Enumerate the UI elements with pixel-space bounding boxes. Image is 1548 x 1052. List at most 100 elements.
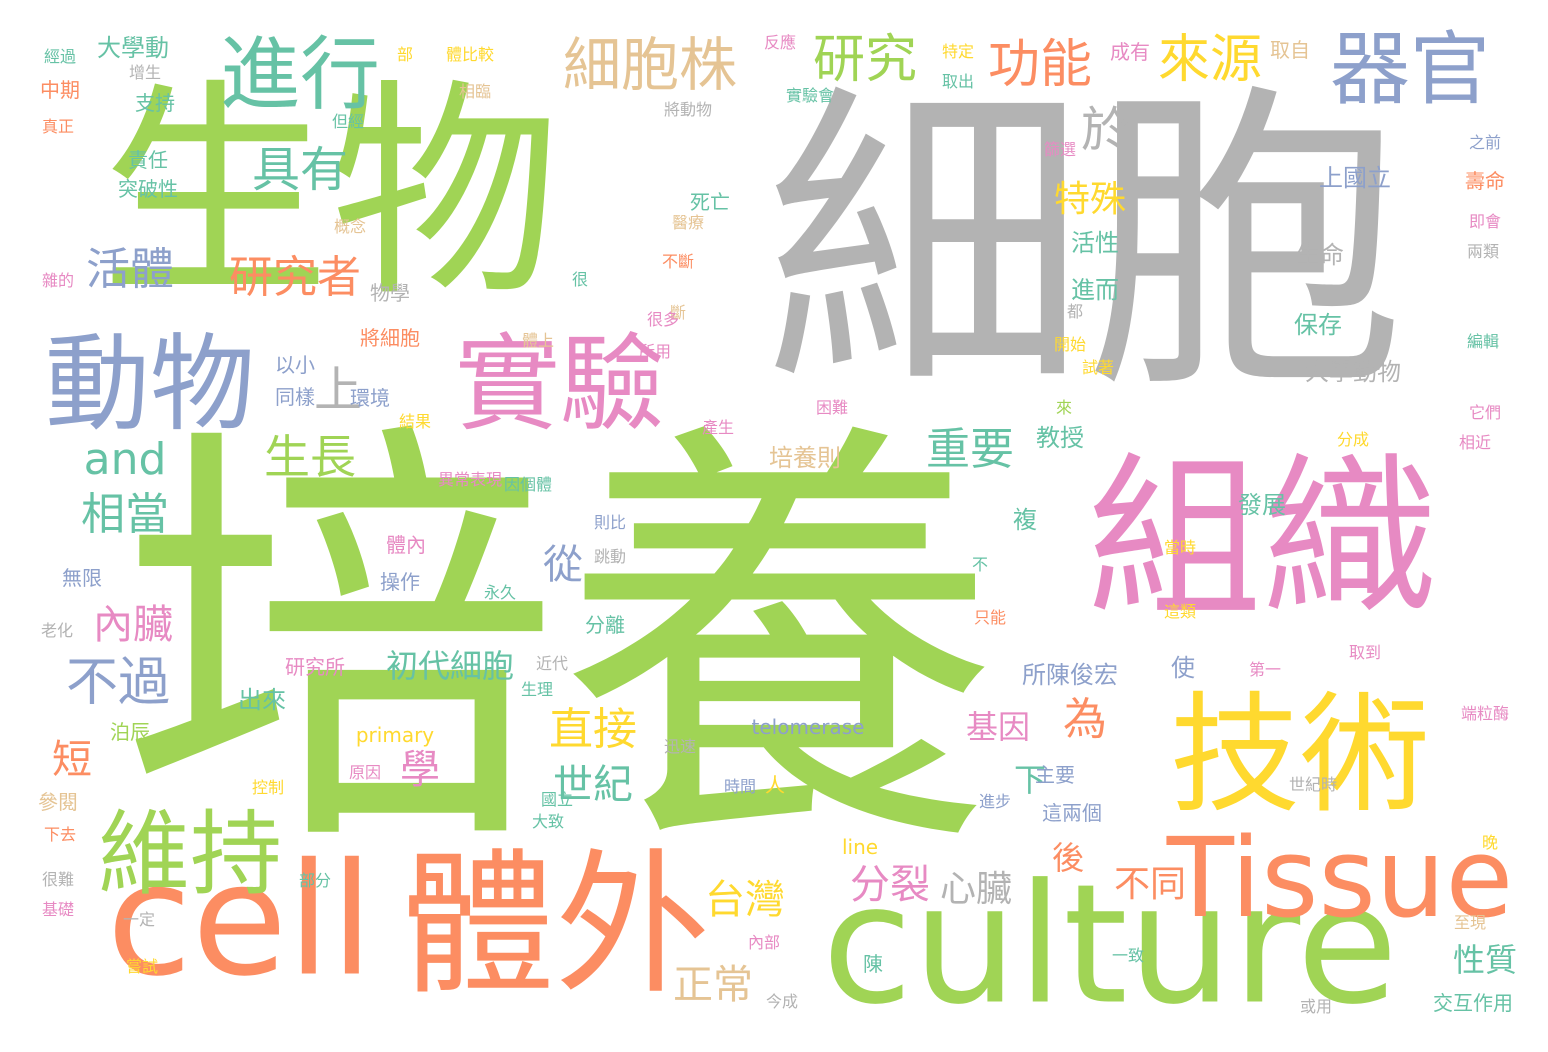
cloud-word: line <box>841 835 879 859</box>
cloud-word: 培養則 <box>769 444 841 472</box>
cloud-word: 特殊 <box>1053 179 1127 220</box>
cloud-word: 生理 <box>520 680 554 699</box>
cloud-word: 基因 <box>965 708 1031 746</box>
cloud-word: 保存 <box>1294 311 1342 339</box>
cloud-word: 斷 <box>669 303 687 322</box>
cloud-word: 具有 <box>251 142 349 198</box>
cloud-word: 研究 <box>812 30 918 90</box>
cloud-word: 進步 <box>978 792 1012 811</box>
cloud-word: 取自 <box>1270 38 1310 62</box>
cloud-word: 正常 <box>673 962 753 1008</box>
cloud-word: 則比 <box>593 513 627 532</box>
cloud-word: 大學動物 <box>1305 358 1401 386</box>
cloud-word: 內部 <box>747 933 781 952</box>
cloud-word: 以小 <box>275 353 315 377</box>
cloud-word: Tissue <box>1166 814 1514 942</box>
cloud-word: 或用 <box>1299 997 1333 1016</box>
cloud-word: 研究所 <box>285 655 345 679</box>
cloud-word: 功能 <box>987 35 1093 95</box>
cloud-word: 不過 <box>65 653 171 713</box>
cloud-word: 很難 <box>41 870 75 889</box>
cloud-word: 經過 <box>43 47 77 66</box>
cloud-word: 近代 <box>535 654 569 673</box>
cloud-word: 一致 <box>1111 946 1145 965</box>
cloud-word: 今成 <box>765 992 799 1011</box>
cloud-word: 操作 <box>380 570 420 594</box>
cloud-word: 交互作用 <box>1433 991 1513 1015</box>
cloud-word: 體比較 <box>445 45 495 64</box>
cloud-word: 研究者 <box>229 252 361 303</box>
cloud-word: 將動物 <box>663 100 713 119</box>
cloud-word: 初代細胞 <box>385 647 515 685</box>
cloud-word: 取出 <box>941 72 975 91</box>
cloud-word: 使 <box>1171 654 1195 682</box>
cloud-word: 第一 <box>1248 660 1282 679</box>
cloud-word: 學 <box>400 747 440 793</box>
cloud-word: 不 <box>971 555 989 574</box>
cloud-word: 反應 <box>763 33 797 52</box>
cloud-word: 概念 <box>333 217 367 236</box>
cloud-word: 組織 <box>1087 438 1437 642</box>
cloud-word: 細胞 <box>765 59 1405 431</box>
cloud-word: 分成 <box>1336 430 1370 449</box>
cloud-word: 但經 <box>331 112 365 131</box>
cloud-word: 器官 <box>1330 23 1490 116</box>
cloud-word: 不同 <box>1113 864 1187 905</box>
cloud-word: 壽命 <box>1465 169 1505 193</box>
cloud-word: 內臟 <box>93 602 173 648</box>
cloud-word: 很多 <box>646 310 680 329</box>
cloud-word: 維持 <box>97 801 283 908</box>
cloud-word: 異常表現 <box>437 470 503 489</box>
cloud-word: 同樣 <box>275 385 315 409</box>
cloud-word: 支持 <box>135 91 175 115</box>
cloud-word: 基礎 <box>41 900 75 919</box>
cloud-word: primary <box>355 723 435 747</box>
cloud-word: 特定 <box>941 42 975 61</box>
cloud-word: 篩選 <box>1043 140 1077 159</box>
cloud-word: 體上 <box>521 331 555 350</box>
cloud-word: 進行 <box>220 28 380 121</box>
cloud-word: cell <box>106 829 374 1011</box>
cloud-word: 將細胞 <box>360 326 420 350</box>
cloud-word: 開始 <box>1053 335 1087 354</box>
cloud-word: 真正 <box>41 117 75 136</box>
cloud-word: 發展 <box>1238 491 1286 519</box>
cloud-word: 因個體 <box>503 475 553 494</box>
cloud-word: 上 <box>313 362 363 418</box>
cloud-word: 分裂 <box>850 862 930 908</box>
cloud-word: 困難 <box>815 398 849 417</box>
cloud-word: 責任 <box>128 148 168 172</box>
cloud-word: 下 <box>1013 761 1047 799</box>
cloud-word: 無限 <box>62 566 102 590</box>
cloud-word: 老化 <box>40 621 74 640</box>
cloud-word: 後 <box>1051 839 1085 877</box>
cloud-word: 於 <box>1080 102 1130 158</box>
cloud-word: 至現 <box>1453 913 1487 932</box>
cloud-word: 取到 <box>1348 643 1382 662</box>
cloud-word: 來 <box>1055 398 1073 417</box>
cloud-word: 編輯 <box>1466 332 1500 351</box>
cloud-word: 上國立 <box>1319 164 1391 192</box>
cloud-word: 直接 <box>549 704 637 755</box>
cloud-word: 分離 <box>585 613 625 637</box>
cloud-word: 從 <box>543 542 583 588</box>
cloud-word: 培養 <box>120 389 1000 901</box>
cloud-word: 它們 <box>1468 403 1502 422</box>
cloud-word: 成有 <box>1110 40 1150 64</box>
cloud-word: 人 <box>765 773 785 797</box>
cloud-word: 泊辰 <box>110 720 150 744</box>
cloud-word: 嘗試 <box>125 957 159 976</box>
cloud-word: 突破性 <box>118 177 178 201</box>
cloud-word: 實驗會 <box>785 86 835 105</box>
cloud-word: 端粒酶 <box>1460 704 1510 723</box>
cloud-word: 動物 <box>44 323 256 446</box>
cloud-word: 兩類 <box>1466 242 1500 261</box>
cloud-word: 活體 <box>86 244 174 295</box>
cloud-word: 重要 <box>926 424 1014 475</box>
cloud-word: 複 <box>1013 506 1037 534</box>
cloud-word: 一定 <box>122 910 156 929</box>
cloud-word: 性質 <box>1452 941 1518 979</box>
cloud-word: 大學動 <box>97 34 169 62</box>
cloud-word: 細胞株 <box>562 31 738 99</box>
